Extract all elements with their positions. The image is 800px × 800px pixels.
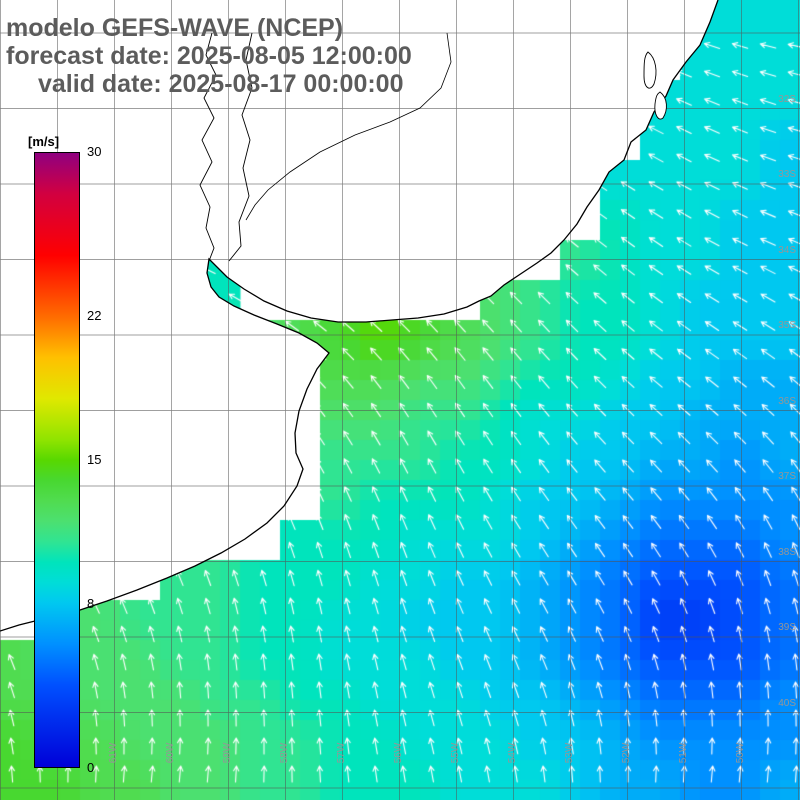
colorbar-unit-label: [m/s]: [28, 134, 60, 149]
land-area: [0, 0, 718, 631]
colorbar-gradient: [34, 152, 80, 768]
colorbar-tick: 8: [87, 595, 95, 611]
river-negro: [245, 32, 452, 221]
model-title: modelo GEFS-WAVE (NCEP): [6, 14, 344, 42]
river-uruguay: [228, 32, 253, 262]
lagoon-icon: [654, 91, 667, 120]
river-parana: [199, 32, 217, 262]
colorbar: [m/s] 30 22 15 8 0: [28, 134, 154, 800]
lagoon-icon: [643, 51, 657, 89]
colorbar-tick: 30: [87, 144, 102, 159]
forecast-date: forecast date: 2025-08-05 12:00:00: [6, 42, 412, 70]
colorbar-tick: 15: [87, 452, 102, 467]
colorbar-tick: 22: [87, 308, 102, 324]
valid-date: valid date: 2025-08-17 00:00:00: [38, 70, 404, 98]
coastline: [0, 0, 719, 632]
colorbar-tick: 0: [87, 760, 95, 775]
